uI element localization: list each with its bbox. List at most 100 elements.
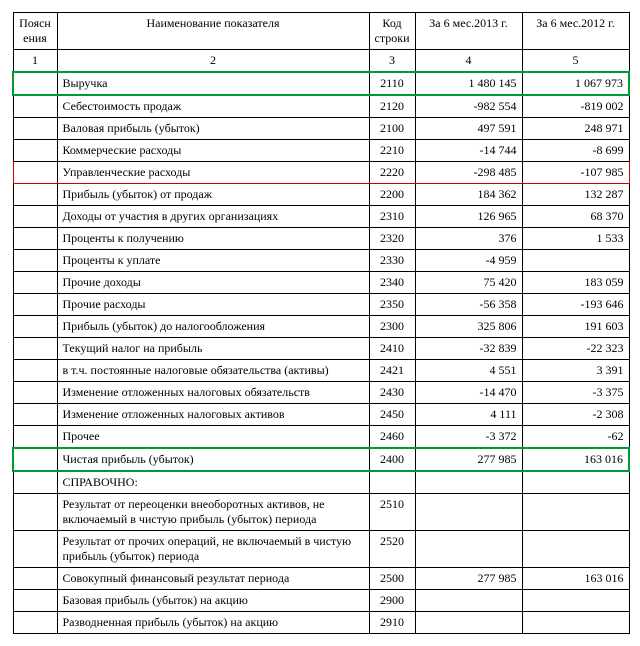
cell-2013 — [415, 494, 522, 531]
cell-code: 2421 — [369, 360, 415, 382]
cell-indicator: Валовая прибыль (убыток) — [57, 118, 369, 140]
cell-indicator: Совокупный финансовый результат периода — [57, 568, 369, 590]
cell-2012: 163 016 — [522, 568, 629, 590]
cell-notes — [13, 140, 57, 162]
cell-code: 2340 — [369, 272, 415, 294]
cell-2012: 3 391 — [522, 360, 629, 382]
cell-2012: -2 308 — [522, 404, 629, 426]
table-row: Доходы от участия в других организациях2… — [13, 206, 629, 228]
cell-2012 — [522, 590, 629, 612]
cell-code: 2400 — [369, 448, 415, 471]
cell-indicator: Чистая прибыль (убыток) — [57, 448, 369, 471]
cell-code: 2460 — [369, 426, 415, 449]
cell-2013: 277 985 — [415, 448, 522, 471]
table-row: Прибыль (убыток) от продаж2200184 362132… — [13, 184, 629, 206]
cell-indicator: Текущий налог на прибыль — [57, 338, 369, 360]
cell-code: 2320 — [369, 228, 415, 250]
subheader-5: 5 — [522, 50, 629, 73]
table-row: Выручка21101 480 1451 067 973 — [13, 72, 629, 95]
table-row: Проценты к получению23203761 533 — [13, 228, 629, 250]
cell-notes — [13, 590, 57, 612]
cell-2012: 1 533 — [522, 228, 629, 250]
cell-2012 — [522, 494, 629, 531]
subheader-3: 3 — [369, 50, 415, 73]
cell-notes — [13, 184, 57, 206]
cell-code: 2300 — [369, 316, 415, 338]
cell-2013: -4 959 — [415, 250, 522, 272]
cell-notes — [13, 426, 57, 449]
cell-notes — [13, 568, 57, 590]
cell-2013 — [415, 612, 522, 634]
header-indicator: Наименование показателя — [57, 13, 369, 50]
cell-notes — [13, 272, 57, 294]
cell-2013: -14 744 — [415, 140, 522, 162]
cell-2012: -62 — [522, 426, 629, 449]
cell-2012: -8 699 — [522, 140, 629, 162]
table-row: Текущий налог на прибыль2410-32 839-22 3… — [13, 338, 629, 360]
cell-notes — [13, 118, 57, 140]
cell-2013 — [415, 590, 522, 612]
header-code: Код строки — [369, 13, 415, 50]
table-row: Валовая прибыль (убыток)2100497 591248 9… — [13, 118, 629, 140]
cell-indicator: Прибыль (убыток) от продаж — [57, 184, 369, 206]
table-row: в т.ч. постоянные налоговые обязательств… — [13, 360, 629, 382]
table-row: Чистая прибыль (убыток)2400277 985163 01… — [13, 448, 629, 471]
cell-indicator: Изменение отложенных налоговых обязатель… — [57, 382, 369, 404]
table-row: Изменение отложенных налоговых активов24… — [13, 404, 629, 426]
cell-code: 2310 — [369, 206, 415, 228]
cell-2012 — [522, 612, 629, 634]
cell-2013: 126 965 — [415, 206, 522, 228]
cell-2012 — [522, 471, 629, 494]
subheader-1: 1 — [13, 50, 57, 73]
subheader-2: 2 — [57, 50, 369, 73]
cell-2012 — [522, 250, 629, 272]
cell-2013: -14 470 — [415, 382, 522, 404]
table-row: Результат от прочих операций, не включае… — [13, 531, 629, 568]
cell-notes — [13, 494, 57, 531]
table-row: Прочее2460-3 372-62 — [13, 426, 629, 449]
cell-notes — [13, 72, 57, 95]
cell-code: 2210 — [369, 140, 415, 162]
cell-notes — [13, 294, 57, 316]
cell-indicator: Проценты к получению — [57, 228, 369, 250]
cell-indicator: Себестоимость продаж — [57, 95, 369, 118]
table-row: СПРАВОЧНО: — [13, 471, 629, 494]
table-body: Выручка21101 480 1451 067 973 Себестоимо… — [13, 72, 629, 634]
cell-2013: 376 — [415, 228, 522, 250]
cell-indicator: Результат от прочих операций, не включае… — [57, 531, 369, 568]
cell-indicator: Доходы от участия в других организациях — [57, 206, 369, 228]
table-row: Проценты к уплате2330-4 959 — [13, 250, 629, 272]
table-row: Прибыль (убыток) до налогообложения23003… — [13, 316, 629, 338]
cell-2013: -298 485 — [415, 162, 522, 184]
cell-2013: 184 362 — [415, 184, 522, 206]
cell-2013: -982 554 — [415, 95, 522, 118]
subheader-row: 1 2 3 4 5 — [13, 50, 629, 73]
cell-notes — [13, 250, 57, 272]
cell-2012: -193 646 — [522, 294, 629, 316]
cell-indicator: Выручка — [57, 72, 369, 95]
cell-notes — [13, 471, 57, 494]
cell-indicator: Прибыль (убыток) до налогообложения — [57, 316, 369, 338]
cell-2013: -56 358 — [415, 294, 522, 316]
header-row: Поясн ения Наименование показателя Код с… — [13, 13, 629, 50]
cell-code: 2410 — [369, 338, 415, 360]
financial-report-table: Поясн ения Наименование показателя Код с… — [12, 12, 630, 634]
cell-notes — [13, 162, 57, 184]
cell-2013 — [415, 471, 522, 494]
cell-2012: 183 059 — [522, 272, 629, 294]
cell-code: 2910 — [369, 612, 415, 634]
cell-notes — [13, 382, 57, 404]
table-row: Совокупный финансовый результат периода 2… — [13, 568, 629, 590]
cell-notes — [13, 531, 57, 568]
cell-notes — [13, 95, 57, 118]
header-2013: За 6 мес.2013 г. — [415, 13, 522, 50]
cell-2012: 1 067 973 — [522, 72, 629, 95]
cell-code: 2100 — [369, 118, 415, 140]
cell-code: 2350 — [369, 294, 415, 316]
cell-notes — [13, 448, 57, 471]
table-row: Базовая прибыль (убыток) на акцию2900 — [13, 590, 629, 612]
table-row: Прочие расходы2350-56 358-193 646 — [13, 294, 629, 316]
cell-indicator: Прочее — [57, 426, 369, 449]
table-row: Разводненная прибыль (убыток) на акцию29… — [13, 612, 629, 634]
cell-2013: 277 985 — [415, 568, 522, 590]
